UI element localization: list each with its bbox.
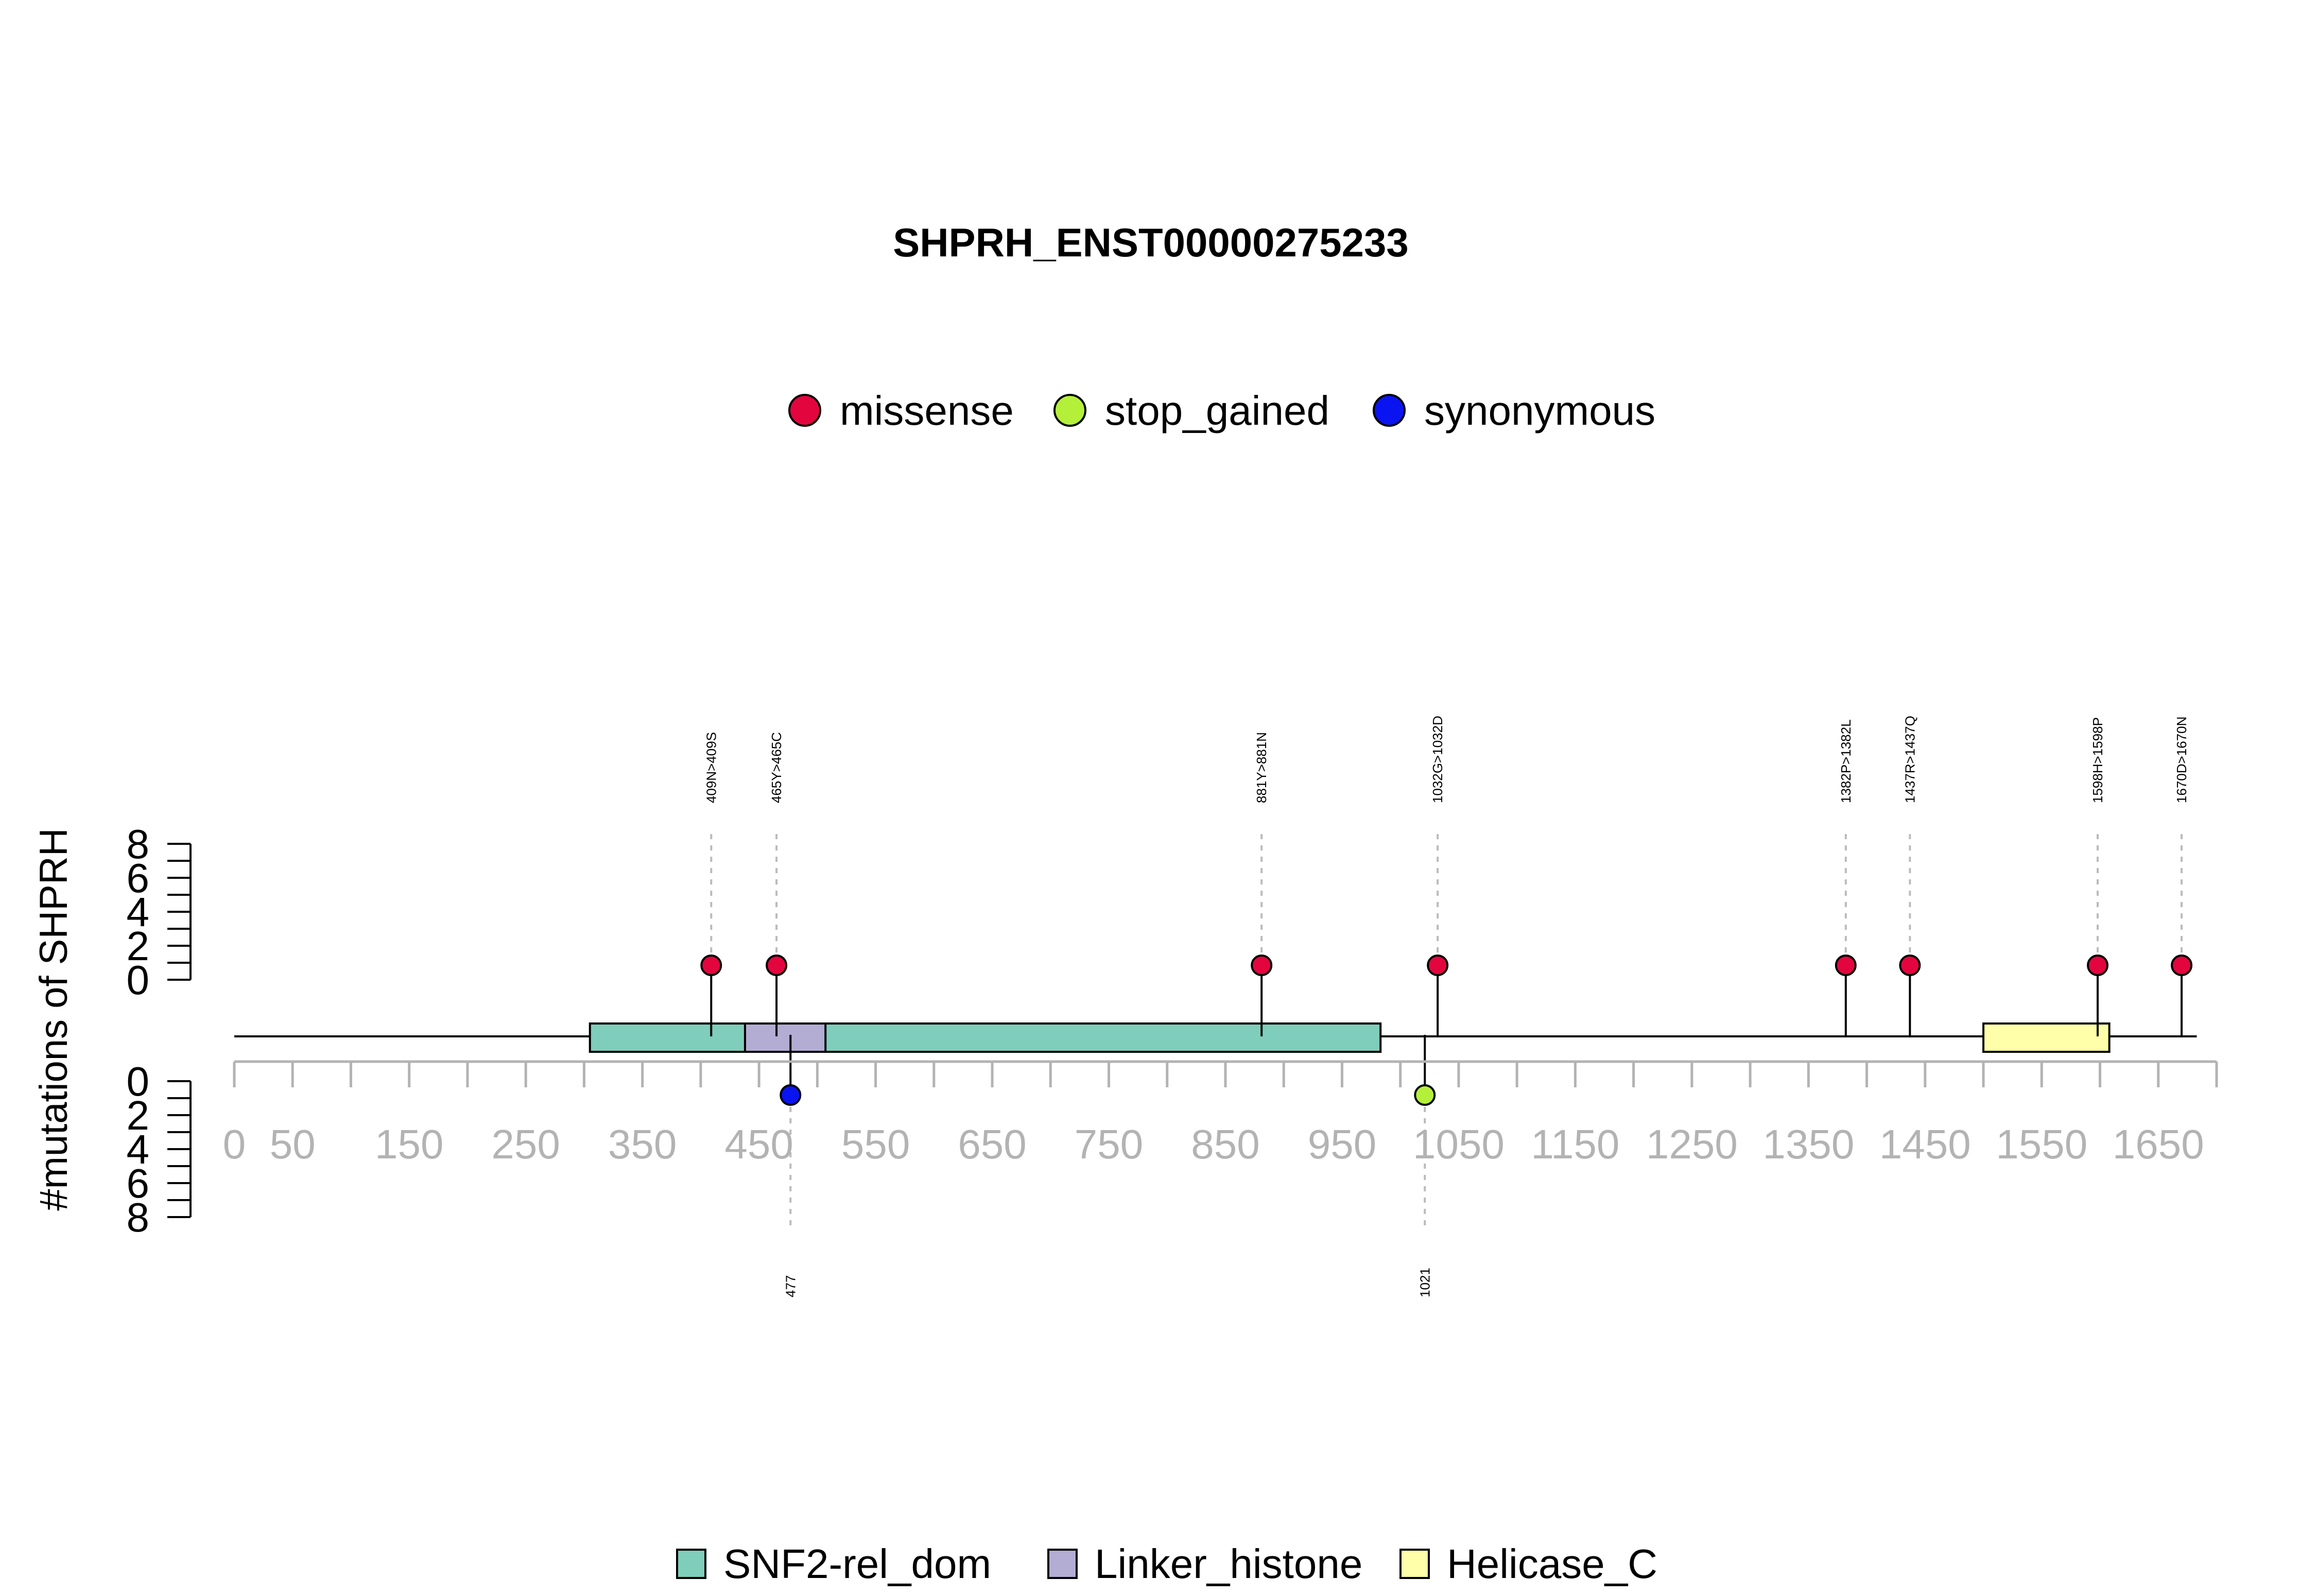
mutation-point-missense (2171, 955, 2193, 976)
bottom-y-tick-label: 2 (127, 1092, 150, 1138)
bottom-y-tick-label: 4 (127, 1126, 150, 1172)
domain-SNF2-rel_dom (589, 1022, 1382, 1053)
mutation-label: 465Y>465C (769, 732, 784, 803)
bottom-y-tick-label: 6 (127, 1160, 150, 1206)
x-tick-label: 1150 (1531, 1121, 1619, 1167)
x-tick-label: 850 (1191, 1121, 1259, 1167)
legend-label-Helicase_C: Helicase_C (1447, 1541, 1657, 1587)
mutation-point-missense (1251, 955, 1273, 976)
mutation-point-missense (1427, 955, 1449, 976)
legend-label-stop_gained: stop_gained (1105, 388, 1329, 433)
mutation-label: 1670D>1670N (2174, 717, 2189, 803)
x-tick-label: 250 (491, 1121, 560, 1167)
bottom-y-tick-label: 0 (127, 1059, 150, 1104)
mutation-point-missense (1899, 955, 1921, 976)
y-axis-label: #mutations of SHPRH (32, 828, 76, 1210)
legend-label-SNF2-rel_dom: SNF2-rel_dom (723, 1541, 991, 1587)
mutation-label: 881Y>881N (1254, 732, 1269, 803)
x-tick-label: 450 (724, 1121, 793, 1167)
legend-marker-stop_gained (1053, 394, 1086, 427)
x-tick-label: 1250 (1646, 1121, 1738, 1167)
x-tick-label: 650 (958, 1121, 1026, 1167)
x-tick-label: 150 (375, 1121, 443, 1167)
legend-swatch-Linker_histone (1047, 1549, 1078, 1579)
top-y-tick-label: 4 (127, 889, 150, 935)
mutation-label: 1021 (1417, 1268, 1432, 1297)
legend-marker-synonymous (1373, 394, 1406, 427)
legend-swatch-Helicase_C (1399, 1549, 1430, 1579)
x-tick-label: 1550 (1996, 1121, 2087, 1167)
top-y-tick-label: 0 (127, 957, 150, 1003)
mutation-legend: missense stop_gained synonymous (788, 388, 1655, 433)
domain-Linker_histone (743, 1022, 827, 1053)
domain-boxes (589, 1022, 2111, 1053)
chart-title: SHPRH_ENST00000275233 (893, 220, 1409, 265)
mutation-guides (710, 834, 2183, 1225)
mutation-stems (710, 965, 2183, 1095)
mutation-points (700, 955, 2193, 1106)
x-tick-label: 0 (223, 1121, 246, 1167)
mutation-labels: 409N>409S 465Y>465C 881Y>881N 1032G>1032D 13… (703, 716, 2189, 1297)
mutation-label: 1598H>1598P (2090, 717, 2105, 803)
legend-label-missense: missense (840, 388, 1014, 433)
mutation-point-synonymous (780, 1084, 802, 1106)
bottom-y-tick-label: 8 (127, 1194, 150, 1240)
mutation-label: 409N>409S (703, 732, 719, 803)
mutation-point-missense (766, 955, 788, 976)
x-tick-label: 550 (841, 1121, 910, 1167)
mutation-point-missense (700, 955, 722, 976)
top-y-tick-label: 6 (127, 855, 150, 901)
x-tick-label: 950 (1308, 1121, 1376, 1167)
x-tick-label: 350 (608, 1121, 677, 1167)
legend-marker-missense (788, 394, 821, 427)
mutation-point-missense (2087, 955, 2108, 976)
top-y-tick-label: 8 (127, 821, 150, 867)
domain-legend: SNF2-rel_dom Linker_histone Helicase_C (676, 1541, 1657, 1587)
mutation-label: 1032G>1032D (1430, 716, 1445, 803)
domain-Helicase_C (1982, 1022, 2111, 1053)
mutation-label: 477 (783, 1275, 798, 1297)
x-tick-label: 750 (1075, 1121, 1143, 1167)
legend-label-synonymous: synonymous (1424, 388, 1655, 433)
legend-swatch-SNF2-rel_dom (676, 1549, 706, 1579)
x-tick-label: 50 (270, 1121, 316, 1167)
mutation-label: 1437R>1437Q (1902, 716, 1917, 803)
x-tick-label: 1350 (1762, 1121, 1854, 1167)
top-y-tick-label: 2 (127, 923, 150, 969)
x-tick-label: 1450 (1879, 1121, 1971, 1167)
mutation-label: 1382P>1382L (1838, 719, 1854, 803)
x-tick-label: 1650 (2113, 1121, 2204, 1167)
legend-label-Linker_histone: Linker_histone (1095, 1541, 1362, 1587)
mutation-point-missense (1835, 955, 1857, 976)
x-axis: 0 50 150 250 350 450 550 650 750 850 950 1050 1150 12… (223, 1060, 2218, 1167)
x-tick-label: 1050 (1413, 1121, 1505, 1167)
mutation-point-stop_gained (1414, 1084, 1436, 1106)
